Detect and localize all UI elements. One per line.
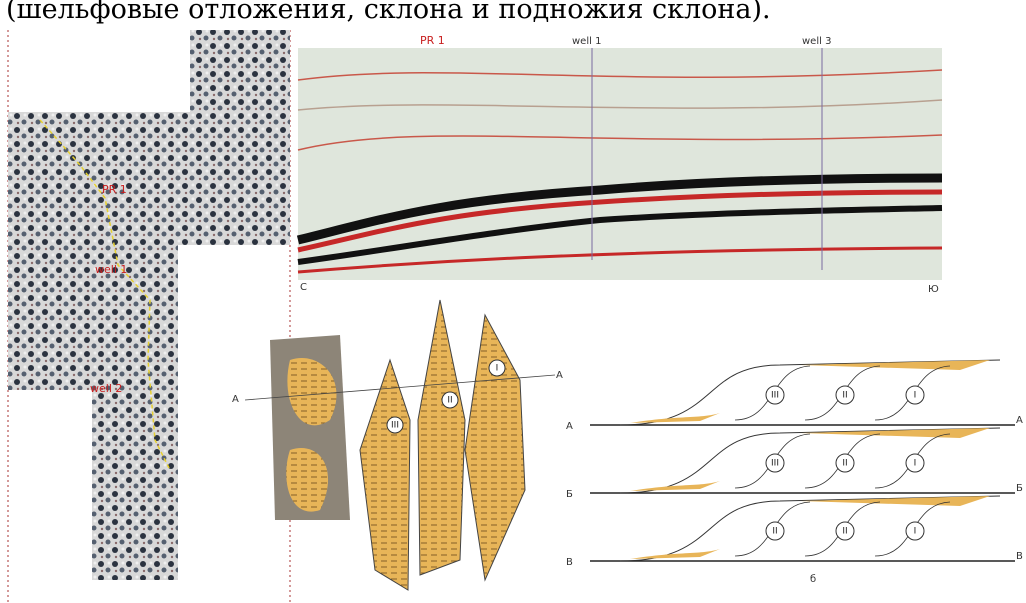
map-label: PR 1 <box>102 183 127 196</box>
seismic-label: well 3 <box>802 36 831 47</box>
zone-label: III <box>391 421 399 431</box>
zone-label: II <box>842 527 847 537</box>
profiles-label: б <box>810 574 816 585</box>
facies-lobe <box>418 300 465 575</box>
zone-label: II <box>447 396 452 406</box>
zone-label: II <box>842 459 847 469</box>
zone-label: I <box>914 391 917 401</box>
section-end: А <box>556 370 563 381</box>
row-label: В <box>566 557 573 568</box>
zone-label: III <box>771 391 779 401</box>
section-end: А <box>232 394 239 405</box>
zone-label: I <box>914 459 917 469</box>
map-label: well 2 <box>90 382 122 395</box>
row-label: В <box>1016 551 1023 562</box>
zone-label: I <box>496 364 499 374</box>
seismic-label: Ю <box>928 284 939 295</box>
slope-curve <box>620 496 1000 561</box>
zone-label: III <box>771 459 779 469</box>
slope-curve <box>620 428 1000 493</box>
facies-lobe <box>360 360 410 590</box>
row-label: А <box>566 421 573 432</box>
facies-lobe <box>465 315 525 580</box>
seismic-label: well 1 <box>572 36 601 47</box>
caption: (шельфовые отложения, склона и подножия … <box>6 0 771 25</box>
zone-label: II <box>842 391 847 401</box>
seismic-label: PR 1 <box>420 34 445 47</box>
row-label: Б <box>1016 483 1023 494</box>
slope-curve <box>620 360 1000 425</box>
row-label: Б <box>566 489 573 500</box>
map-image <box>8 30 290 580</box>
zone-label: II <box>772 527 777 537</box>
seismic-label: С <box>300 282 307 293</box>
row-label: А <box>1016 415 1023 426</box>
zone-label: I <box>914 527 917 537</box>
figure: (шельфовые отложения, склона и подножия … <box>0 0 1026 603</box>
map-label: well 1 <box>95 263 127 276</box>
